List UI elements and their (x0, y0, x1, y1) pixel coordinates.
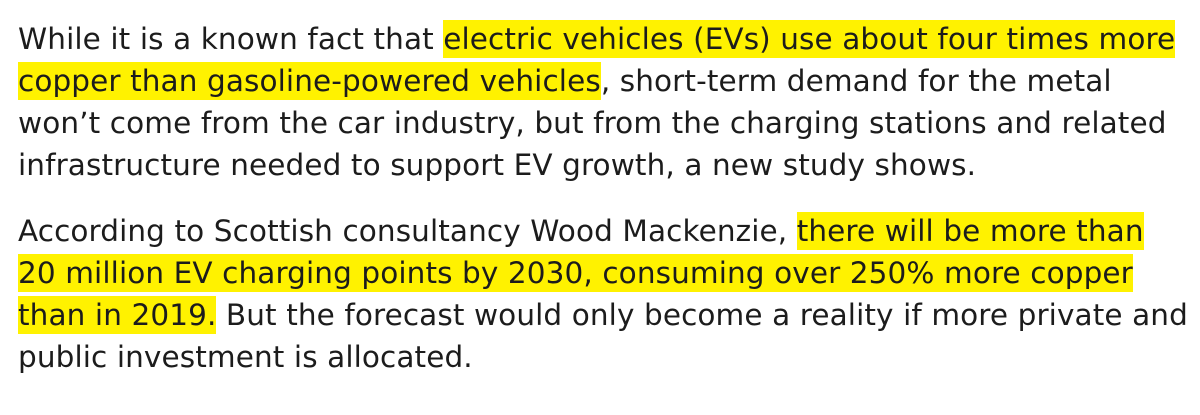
paragraph-2-text: According to Scottish consultancy Wood M… (18, 214, 797, 248)
paragraph-wood-mackenzie: According to Scottish consultancy Wood M… (18, 210, 1188, 378)
paragraph-1-text: While it is a known fact that (18, 22, 444, 56)
paragraph-ev-copper: While it is a known fact that electric v… (18, 18, 1188, 186)
article-excerpt: While it is a known fact that electric v… (18, 18, 1188, 378)
paragraph-2-text-continued: But the forecast would only become a rea… (18, 298, 1188, 374)
paragraph-1-text-continued: , short-term demand for the metal won’t … (18, 64, 1167, 182)
